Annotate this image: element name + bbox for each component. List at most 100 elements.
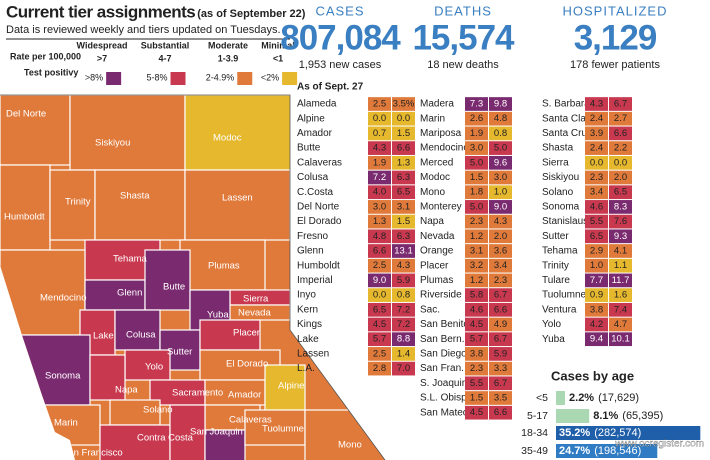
cell-value: 3.5% [393, 99, 415, 110]
tier-cell [489, 111, 512, 126]
county [264, 364, 306, 411]
row-label: Test positivy [24, 67, 78, 77]
cell-value: 4.9 [494, 319, 507, 330]
tier-cell [465, 347, 488, 361]
tier-cell [465, 258, 488, 273]
cell-value: 2.5 [373, 99, 386, 110]
county-name: Yolo [542, 319, 562, 330]
tier-cell [465, 214, 488, 229]
tier-cell [368, 141, 391, 155]
cell-value: 0.7 [373, 128, 386, 139]
county [204, 429, 246, 460]
county [169, 404, 206, 460]
tier-cell [368, 288, 391, 302]
tier-cell [465, 155, 488, 170]
tier-cell [392, 347, 415, 361]
tier-cell [368, 361, 391, 376]
cell-value: 5.5 [590, 216, 603, 227]
cell-value: 2.3 [494, 275, 507, 286]
county-name: Imperial [297, 275, 333, 286]
county-name: S.L. Obispo [420, 393, 473, 404]
value-label: 35.2% [559, 427, 590, 439]
cell-value: 0.0 [614, 157, 627, 168]
tier-cell [609, 273, 632, 288]
county-label: Calaveras [229, 415, 272, 426]
tier-cell [609, 317, 632, 332]
county-label: Marin [54, 418, 78, 429]
county-name: S. Joaquin [420, 378, 467, 389]
value-label: 2.2% [569, 392, 594, 404]
state-border [0, 94, 386, 460]
tier-cell [489, 126, 512, 141]
cell-value: 6.5 [590, 231, 603, 242]
cell-value: 2.4 [590, 113, 603, 124]
stat-note: 178 fewer patients [570, 59, 660, 71]
category-label: 18-34 [521, 427, 548, 439]
county-label: Nevada [238, 308, 271, 319]
county-name: Santa Clara [542, 113, 595, 124]
tier-cell [465, 200, 488, 214]
tier-cell [585, 97, 608, 111]
cell-value: 2.9 [590, 246, 603, 257]
county-label: Mono [338, 440, 362, 451]
cell-value: 1.8 [470, 187, 483, 198]
cell-value: 10.1 [611, 334, 630, 345]
cell-value: 7.7 [590, 275, 603, 286]
tier-cell [489, 200, 512, 214]
tier-cell [585, 185, 608, 200]
count-label: (282,574) [594, 427, 641, 439]
cell-value: 6.5 [373, 304, 386, 315]
tier-cell [368, 347, 391, 361]
tier-cell [585, 200, 608, 214]
tier-cell [489, 332, 512, 347]
tier-cell [465, 229, 488, 244]
category-label: 35-49 [521, 445, 548, 457]
tier-cell [489, 258, 512, 273]
county [184, 169, 291, 241]
county-name: C.Costa [297, 187, 334, 198]
tier-cell [392, 111, 415, 126]
tier-cell [368, 200, 391, 214]
county-name: Ventura [542, 304, 577, 315]
county-label: Butte [163, 282, 185, 293]
county-name: San Diego [420, 349, 467, 360]
tier-cell [609, 258, 632, 273]
cell-value: 5.0 [470, 201, 483, 212]
cell-value: 4.3 [590, 99, 603, 110]
tier-cell [368, 111, 391, 126]
county [184, 95, 296, 171]
tier-cell [609, 244, 632, 258]
tier-swatch [106, 72, 122, 85]
stat-note: 1,953 new cases [299, 59, 382, 71]
county [244, 409, 306, 446]
category-label: 5-17 [527, 410, 548, 422]
county-name: Mono [420, 187, 445, 198]
county-label: Del Norte [6, 109, 46, 120]
cell-value: 1.0 [494, 187, 507, 198]
stat-value: 807,084 [280, 18, 401, 57]
tier-cell [489, 288, 512, 302]
cell-value: 4.0 [373, 187, 386, 198]
cell-value: 2.5 [373, 348, 386, 359]
tier-cell [392, 185, 415, 200]
cell-value: 2.5 [373, 260, 386, 271]
tier-cell [609, 302, 632, 317]
cell-value: 5.9 [494, 348, 507, 359]
tier-cell [465, 273, 488, 288]
tier-cell [392, 361, 415, 376]
tier-cell [609, 97, 632, 111]
cell-value: 4.5 [470, 319, 483, 330]
county-label: Yolo [145, 362, 163, 373]
county-name: Santa Cruz [542, 128, 592, 139]
row-label: Rate per 100,000 [10, 51, 81, 61]
county-name: Stanislaus [542, 216, 588, 227]
cell-value: 9.8 [494, 99, 507, 110]
cell-value: 6.6 [614, 128, 627, 139]
tier-name: Moderate [208, 40, 248, 50]
tier-cell [392, 273, 415, 288]
tier-cell [609, 332, 632, 347]
tier-cell [489, 302, 512, 317]
county-name: Kings [297, 319, 322, 330]
tier-cell [368, 258, 391, 273]
cell-value: 0.0 [397, 113, 410, 124]
